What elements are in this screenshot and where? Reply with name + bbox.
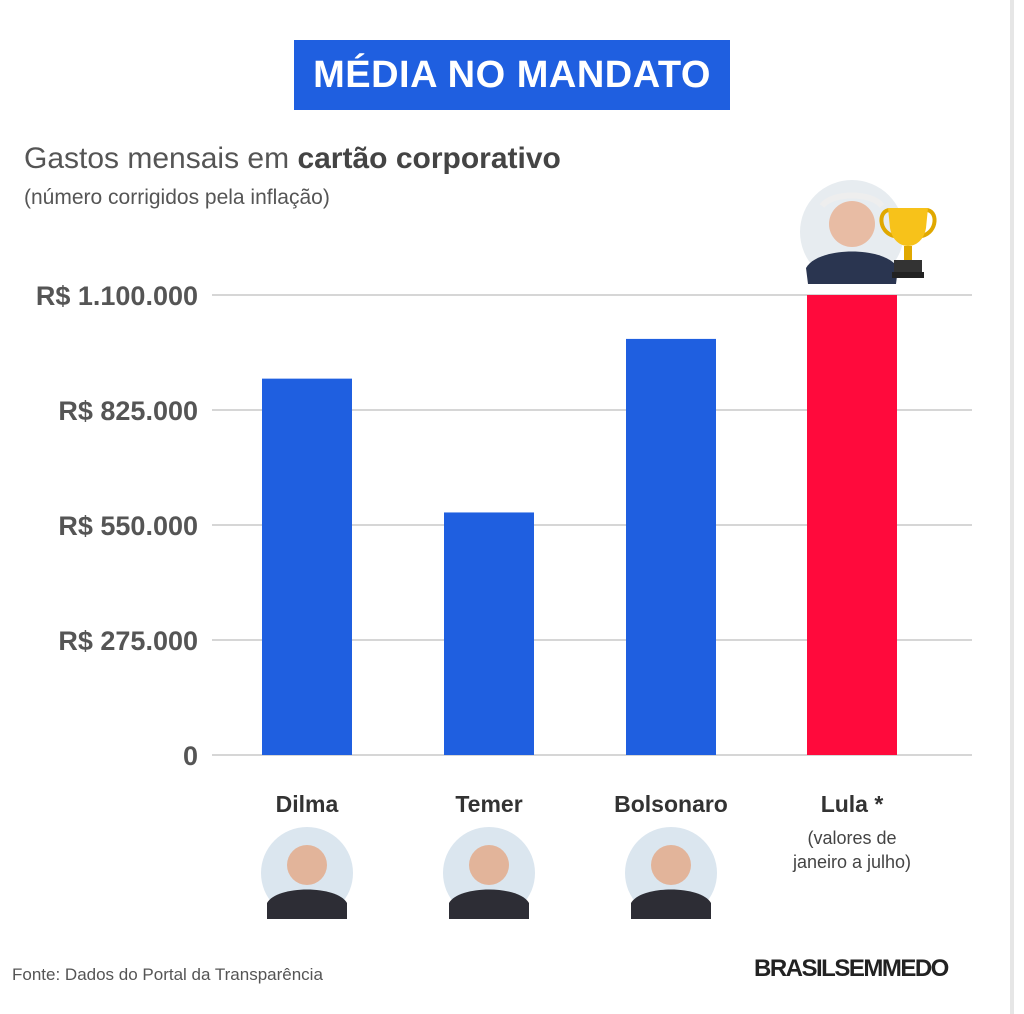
y-tick-label: R$ 275.000 — [58, 626, 198, 656]
avatar — [625, 827, 717, 919]
brand-logo: BRASILSEMMEDO — [754, 955, 949, 982]
x-tick-label: Lula * — [821, 791, 884, 817]
bar-dilma — [262, 378, 352, 755]
y-tick-label: 0 — [183, 741, 198, 771]
chart-note: (número corrigidos pela inflação) — [24, 186, 330, 209]
category-note: (valores de — [807, 828, 896, 848]
y-tick-label: R$ 1.100.000 — [36, 281, 198, 311]
x-tick-label: Temer — [455, 791, 522, 817]
avatar — [800, 180, 904, 284]
bar-lula — [807, 295, 897, 755]
bars — [262, 295, 897, 755]
avatars — [261, 180, 904, 919]
bar-temer — [444, 512, 534, 755]
page-title: MÉDIA NO MANDATO — [294, 40, 730, 110]
bar-bolsonaro — [626, 338, 716, 755]
x-tick-label: Dilma — [276, 791, 339, 817]
source-text: Fonte: Dados do Portal da Transparência — [12, 965, 323, 984]
category-note: janeiro a julho) — [792, 852, 911, 872]
subtitle-prefix: Gastos mensais em — [24, 142, 298, 175]
y-tick-label: R$ 825.000 — [58, 396, 198, 426]
y-axis-ticks: 0 R$ 275.000 R$ 550.000 R$ 825.000 R$ 1.100.… — [36, 281, 198, 771]
x-axis-labels: Dilma Temer Bolsonaro Lula * (valores de jane… — [276, 791, 911, 872]
trophy-icon — [879, 208, 937, 278]
y-tick-label: R$ 550.000 — [58, 511, 198, 541]
avatar — [261, 827, 353, 919]
avatar — [443, 827, 535, 919]
subtitle-bold: cartão corporativo — [297, 142, 561, 175]
x-tick-label: Bolsonaro — [614, 791, 728, 817]
chart-subtitle: Gastos mensais em cartão corporativo — [24, 142, 561, 176]
